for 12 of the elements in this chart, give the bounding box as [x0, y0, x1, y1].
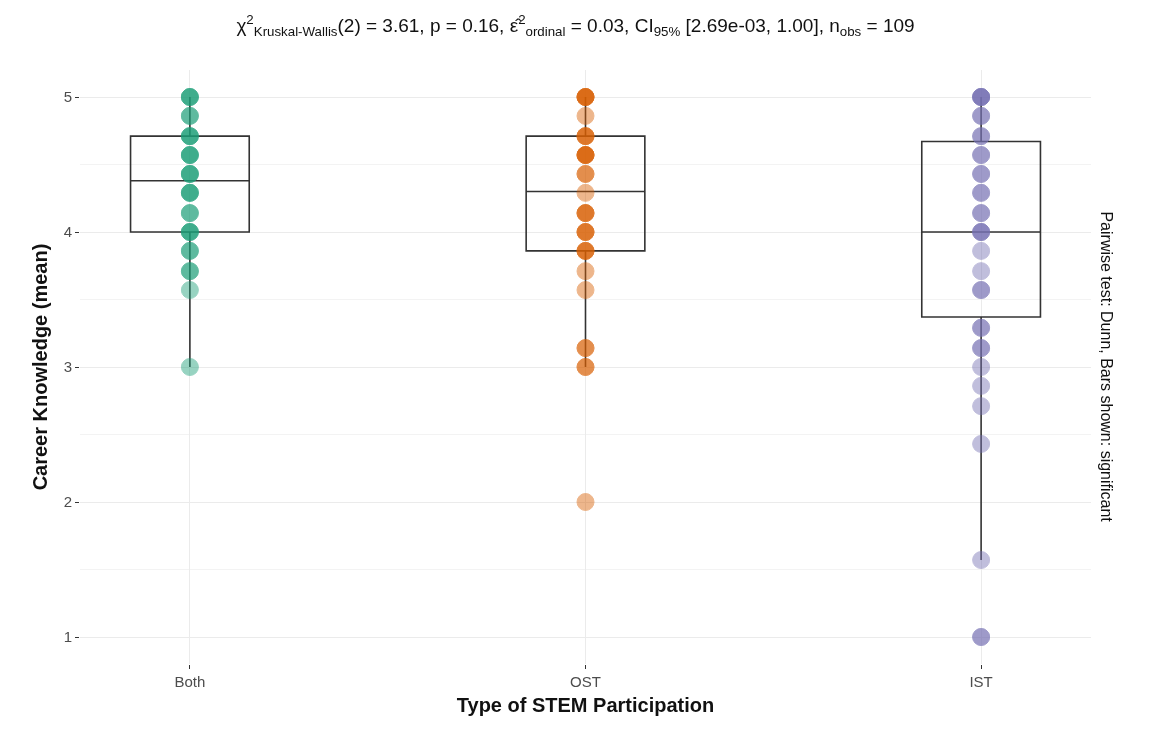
y-tick-label: 3 [63, 358, 72, 376]
text: Pairwise test: Dunn, Bars shown: significant [1097, 211, 1115, 523]
y-tick-label: 1 [63, 628, 72, 646]
x-tick-label: IST [969, 673, 993, 690]
y-axis-title: Career Knowledge (mean) [29, 243, 52, 491]
y-tick-label: 4 [63, 223, 72, 241]
x-tick-label: OST [570, 673, 601, 690]
x-tick-label: Both [174, 673, 206, 690]
chart-title: χ$^{2}$$_{Kruskal-Wallis}$(2) = 3.61, p = 0.16, ε̂$^{2}$$_{ordinal}$ = 0.03, CI$_{95%}$ [2.69e-03, 1.00], n$_{obs}$ = 109 [236, 12, 915, 40]
y-tick-label: 5 [63, 88, 72, 106]
y-tick-label: 2 [63, 493, 72, 511]
x-axis-title: Type of STEM Participation [456, 693, 715, 716]
